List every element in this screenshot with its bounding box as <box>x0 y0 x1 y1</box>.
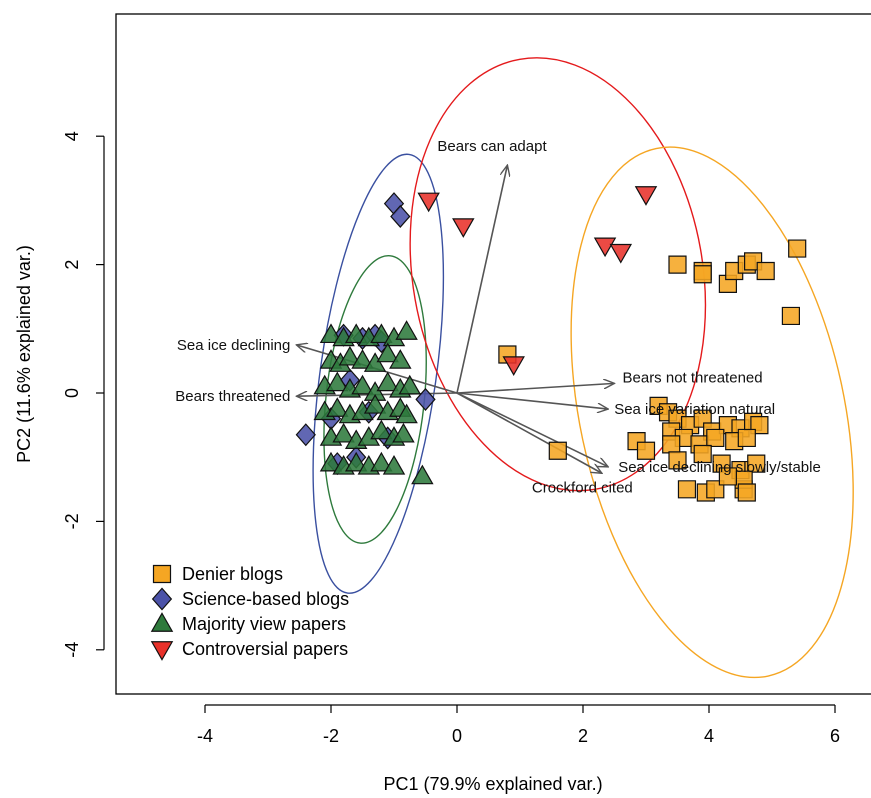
point-controversial-papers <box>634 186 658 206</box>
point-majority-view-papers <box>351 374 374 395</box>
point-denier-blogs <box>788 239 807 258</box>
x-tick-label: 6 <box>830 726 840 746</box>
loading-arrow-sea-ice-declining-slowly-stable <box>456 392 608 467</box>
point-denier-blogs <box>636 441 656 460</box>
point-majority-view-papers <box>376 342 399 363</box>
loading-label-crockford-cited: Crockford cited <box>532 479 633 496</box>
plot-frame <box>115 13 871 695</box>
point-majority-view-papers <box>370 419 393 440</box>
legend-marker-majority-view-papers <box>150 612 174 632</box>
point-science-based-blogs <box>390 204 411 228</box>
loading-labels: Bears can adapt Sea ice declining Bears th… <box>175 138 821 496</box>
point-majority-view-papers <box>370 323 393 344</box>
legend-label-controversial-papers: Controversial papers <box>182 639 348 659</box>
point-majority-view-papers <box>398 374 421 395</box>
y-tick-label: -2 <box>62 513 82 529</box>
x-tick-label: -2 <box>323 726 339 746</box>
legend: Denier blogs Science-based blogs Majority … <box>150 564 349 661</box>
point-denier-blogs <box>662 435 681 454</box>
series-controversial-papers <box>417 186 658 376</box>
point-denier-blogs <box>737 428 756 448</box>
loading-arrow-bears-not-threatened <box>456 383 615 394</box>
point-controversial-papers <box>609 243 633 264</box>
loading-label-bears-not-threatened: Bears not threatened <box>623 369 763 386</box>
point-denier-blogs <box>756 261 775 281</box>
point-majority-view-papers <box>344 451 368 472</box>
legend-marker-denier-blogs <box>152 564 172 584</box>
point-majority-view-papers <box>332 422 355 443</box>
y-axis-label: PC2 (11.6% explained var.) <box>14 245 34 463</box>
point-majority-view-papers <box>395 320 418 340</box>
point-science-based-blogs <box>295 423 316 447</box>
point-denier-blogs <box>693 444 712 464</box>
loading-arrows <box>296 165 614 473</box>
point-denier-blogs <box>668 255 687 274</box>
point-majority-view-papers <box>370 451 393 472</box>
legend-label-science-based-blogs: Science-based blogs <box>182 589 349 609</box>
loading-arrow-crockford-cited <box>456 392 602 473</box>
loading-arrow-bears-can-adapt <box>456 165 507 394</box>
y-tick-label: -4 <box>62 642 82 658</box>
point-majority-view-papers <box>326 371 349 392</box>
x-tick-label: 0 <box>452 726 462 746</box>
point-denier-blogs <box>677 480 697 499</box>
point-majority-view-papers <box>351 349 374 369</box>
point-denier-blogs <box>693 265 712 284</box>
point-majority-view-papers <box>411 464 434 485</box>
legend-marker-science-based-blogs <box>151 587 173 611</box>
point-majority-view-papers <box>395 403 418 424</box>
point-majority-view-papers <box>389 349 412 369</box>
point-denier-blogs <box>548 441 567 460</box>
loading-label-sea-ice-declining-slowly-stable: Sea ice declining slowly/stable <box>618 459 821 476</box>
point-majority-view-papers <box>382 454 406 475</box>
y-tick-label: 0 <box>62 388 82 398</box>
x-tick-label: 2 <box>578 726 588 746</box>
point-denier-blogs <box>747 454 766 473</box>
point-majority-view-papers <box>338 345 362 366</box>
loading-label-sea-ice-declining: Sea ice declining <box>177 337 290 354</box>
point-majority-view-papers <box>363 394 387 414</box>
x-tick-label: 4 <box>704 726 714 746</box>
data-points <box>295 186 807 502</box>
point-denier-blogs <box>718 467 737 486</box>
point-controversial-papers <box>452 218 475 238</box>
loading-label-sea-ice-variation-natural: Sea ice variation natural <box>614 401 775 418</box>
loading-label-bears-threatened: Bears threatened <box>175 388 290 405</box>
point-majority-view-papers <box>392 422 415 443</box>
point-majority-view-papers <box>363 352 387 372</box>
point-controversial-papers <box>593 237 617 258</box>
legend-marker-controversial-papers <box>150 641 174 661</box>
point-majority-view-papers <box>319 451 343 472</box>
point-science-based-blogs <box>415 387 436 411</box>
point-controversial-papers <box>502 356 525 376</box>
point-denier-blogs <box>668 451 687 470</box>
series-denier-blogs <box>498 239 807 502</box>
ellipse-denier-blogs <box>570 146 854 679</box>
point-majority-view-papers <box>376 371 399 392</box>
axes: -4 -2 0 2 4 6 -4 -2 0 2 4 <box>62 131 840 746</box>
point-majority-view-papers <box>326 397 349 417</box>
y-tick-label: 4 <box>62 131 82 141</box>
point-controversial-papers <box>417 192 440 213</box>
point-denier-blogs <box>737 483 756 502</box>
point-denier-blogs <box>781 306 800 326</box>
y-tick-label: 2 <box>62 260 82 270</box>
loading-label-bears-can-adapt: Bears can adapt <box>437 138 547 155</box>
confidence-ellipses <box>312 57 854 679</box>
point-denier-blogs <box>706 428 725 448</box>
legend-label-denier-blogs: Denier blogs <box>182 564 283 584</box>
point-majority-view-papers <box>344 323 368 344</box>
legend-label-majority-view-papers: Majority view papers <box>182 614 346 634</box>
point-majority-view-papers <box>319 323 343 344</box>
x-tick-label: -4 <box>197 726 213 746</box>
series-majority-view-papers <box>313 320 434 485</box>
x-axis-label: PC1 (79.9% explained var.) <box>383 774 602 794</box>
loading-arrow-sea-ice-variation-natural <box>456 392 608 409</box>
ellipse-science-based-blogs <box>312 153 445 594</box>
